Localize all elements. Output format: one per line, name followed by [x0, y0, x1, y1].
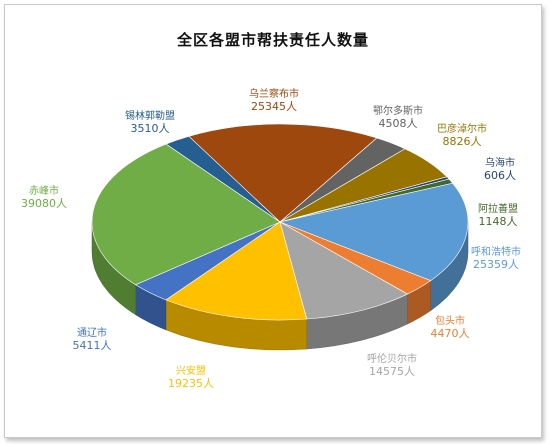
slice-11 — [91, 143, 281, 286]
slice-3-name: 巴彦淖尔市 — [437, 122, 487, 135]
slice-9-value: 19235人 — [168, 377, 214, 390]
slice-7-value: 4470人 — [431, 327, 470, 340]
slice-1-value: 25345人 — [251, 100, 297, 113]
slice-2-value: 4508人 — [379, 117, 418, 130]
slice-3-value: 8826人 — [443, 135, 482, 148]
slice-1 — [188, 123, 378, 223]
chart-title: 全区各盟市帮扶责任人数量 — [176, 31, 369, 49]
slice-12 — [165, 135, 281, 223]
slice-9 — [165, 221, 308, 321]
slice-12-name: 锡林郭勒盟 — [125, 109, 175, 122]
pie-top — [91, 123, 469, 321]
slice-9-name: 兴安盟 — [176, 364, 206, 377]
slice-4-value: 606人 — [484, 169, 516, 182]
slice-5-name: 阿拉善盟 — [478, 202, 518, 215]
slice-11-name: 赤峰市 — [29, 184, 59, 197]
slice-8-name: 呼伦贝尔市 — [367, 352, 417, 365]
slice-10-name: 通辽市 — [77, 326, 107, 339]
slice-10-value: 5411人 — [73, 339, 112, 352]
slice-6-value: 25359人 — [473, 258, 519, 271]
slice-8 — [279, 221, 409, 320]
slice-11-value: 39080人 — [21, 197, 67, 210]
slice-12-value: 3510人 — [131, 122, 170, 135]
slice-6-name: 呼和浩特市 — [471, 245, 521, 258]
slice-4-name: 乌海市 — [485, 156, 515, 169]
slice-7-name: 包头市 — [435, 314, 465, 327]
slice-5-value: 1148人 — [479, 215, 518, 228]
slice-1-name: 乌兰察布市 — [249, 87, 299, 100]
slice-8-value: 14575人 — [369, 365, 415, 378]
slice-6 — [278, 182, 469, 281]
slice-2-name: 鄂尔多斯市 — [373, 104, 423, 117]
